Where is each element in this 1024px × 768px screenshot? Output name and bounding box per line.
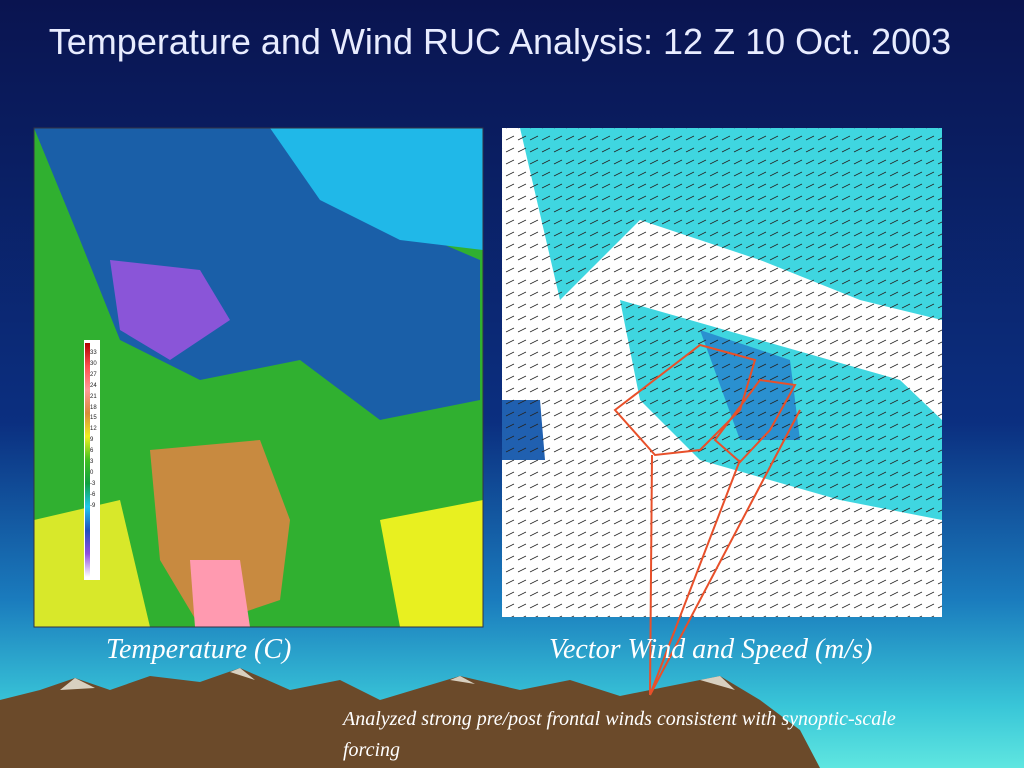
title: Temperature and Wind RUC Analysis: 12 Z … — [48, 21, 952, 62]
right-caption: Vector Wind and Speed (m/s) — [549, 634, 873, 665]
colorbar-label: 15 — [90, 415, 97, 422]
colorbar-label: 12 — [90, 426, 97, 433]
left-caption: Temperature (C) — [106, 634, 292, 665]
colorbar-label: 18 — [90, 404, 97, 411]
colorbar-label: 3 — [90, 459, 94, 466]
colorbar-label: 9 — [90, 437, 94, 444]
colorbar-label: 21 — [90, 393, 97, 400]
colorbar-label: 24 — [90, 382, 97, 389]
colorbar-label: 6 — [90, 448, 94, 455]
colorbar-label: -9 — [90, 502, 96, 509]
colorbar-label: -6 — [90, 491, 96, 498]
colorbar-label: 30 — [90, 360, 97, 367]
temperature-map — [33, 127, 484, 628]
wind-map — [502, 128, 942, 617]
colorbar-labels: 33 30 27 24 21 18 15 12 9 6 3 0 -3 -6 -9 — [90, 348, 100, 512]
colorbar-label: 0 — [90, 469, 94, 476]
annotation: Analyzed strong pre/post frontal winds c… — [343, 708, 896, 761]
colorbar-label: 33 — [90, 350, 97, 356]
colorbar-label: 27 — [90, 371, 97, 378]
colorbar-label: -3 — [90, 480, 96, 487]
